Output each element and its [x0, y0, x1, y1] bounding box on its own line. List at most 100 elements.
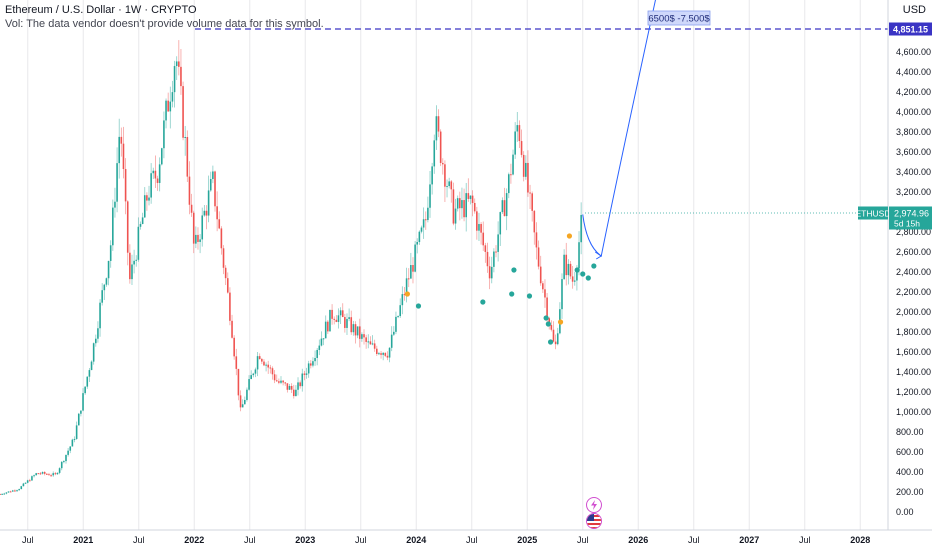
candle-body — [212, 171, 214, 180]
candle-down — [531, 191, 533, 222]
candle-body — [16, 490, 18, 492]
candle-body — [35, 473, 37, 476]
candle-up — [71, 438, 74, 447]
candle-up — [201, 207, 204, 247]
candle-down — [261, 357, 263, 365]
candle-up — [246, 387, 248, 402]
candle-body — [231, 320, 233, 338]
candle-up — [35, 472, 37, 476]
candle-body — [350, 317, 353, 333]
candle-down — [403, 286, 406, 301]
candle-body — [41, 472, 44, 474]
candle-down — [344, 313, 346, 333]
candle-up — [105, 277, 108, 287]
candle-body — [101, 290, 103, 303]
candle-body — [437, 116, 440, 132]
candle-body — [263, 361, 265, 366]
price-tick-label: 3,800.00 — [896, 127, 931, 137]
candle-body — [516, 125, 519, 132]
candle-body — [154, 170, 157, 179]
candle-body — [461, 200, 463, 209]
candle-up — [420, 225, 423, 234]
candle-down — [290, 383, 293, 394]
candle-up — [175, 56, 178, 81]
candle-body — [273, 374, 276, 381]
dividend-dot — [557, 319, 564, 325]
candle-down — [226, 272, 229, 294]
candle-up — [388, 347, 391, 363]
event-dot — [547, 339, 554, 345]
currency-label[interactable]: USD — [902, 4, 926, 16]
candle-up — [5, 492, 8, 495]
candle-body — [143, 195, 146, 218]
candle-body — [388, 347, 391, 358]
event-dot — [511, 267, 517, 273]
candle-down — [192, 210, 195, 254]
candle-body — [471, 195, 474, 203]
candle-up — [103, 283, 106, 300]
candle-body — [578, 242, 580, 269]
candle-up — [107, 260, 110, 286]
candle-body — [188, 176, 191, 205]
candle-down — [354, 321, 357, 344]
candle-up — [7, 491, 10, 493]
candle-body — [3, 493, 6, 495]
candle-body — [165, 100, 167, 121]
candle-down — [37, 472, 40, 475]
candle-body — [237, 368, 240, 396]
candle-body — [335, 319, 338, 322]
candle-up — [199, 234, 201, 254]
candle-body — [9, 491, 12, 493]
candle-up — [514, 122, 516, 159]
candle-body — [75, 425, 78, 439]
candle-body — [122, 143, 125, 170]
candle-down — [527, 150, 529, 197]
candle-body — [73, 438, 76, 440]
candle-up — [320, 331, 323, 347]
candle-body — [60, 461, 63, 469]
candle-down — [273, 370, 276, 384]
candle-body — [280, 380, 282, 383]
candle-body — [363, 334, 365, 338]
candle-body — [86, 376, 89, 387]
lightning-icon[interactable] — [586, 497, 602, 513]
candle-body — [182, 86, 184, 138]
price-tick-label: 600.00 — [896, 447, 924, 457]
candle-body — [422, 219, 425, 228]
price-tick-label: 0.00 — [896, 507, 914, 517]
candle-body — [284, 382, 287, 384]
time-tick-label: 2023 — [295, 535, 315, 545]
candle-body — [518, 125, 521, 142]
candle-down — [533, 209, 536, 245]
candle-up — [163, 111, 165, 159]
candle-down — [263, 359, 265, 367]
candle-up — [86, 376, 89, 389]
candle-body — [397, 316, 399, 318]
candle-body — [369, 341, 372, 345]
candle-body — [5, 492, 8, 494]
candle-up — [82, 388, 84, 412]
candle-body — [314, 357, 316, 362]
candle-body — [139, 223, 142, 227]
candle-up — [280, 376, 282, 385]
candle-up — [60, 461, 63, 471]
candle-body — [178, 61, 180, 67]
candle-down — [282, 379, 284, 386]
time-tick-label: 2021 — [73, 535, 93, 545]
us-flag-icon[interactable] — [586, 513, 602, 529]
candle-down — [380, 350, 382, 359]
candles — [0, 40, 582, 495]
symbol-tag-bg — [858, 206, 888, 220]
candle-up — [116, 147, 118, 213]
candle-body — [420, 227, 423, 232]
candle-body — [418, 231, 421, 243]
candle-body — [382, 352, 384, 355]
candle-down — [303, 370, 306, 381]
candle-up — [505, 188, 508, 231]
candle-down — [476, 206, 478, 240]
candle-body — [180, 66, 182, 87]
price-tick-label: 2,600.00 — [896, 247, 931, 257]
candle-body — [248, 379, 250, 390]
candle-down — [43, 471, 46, 476]
